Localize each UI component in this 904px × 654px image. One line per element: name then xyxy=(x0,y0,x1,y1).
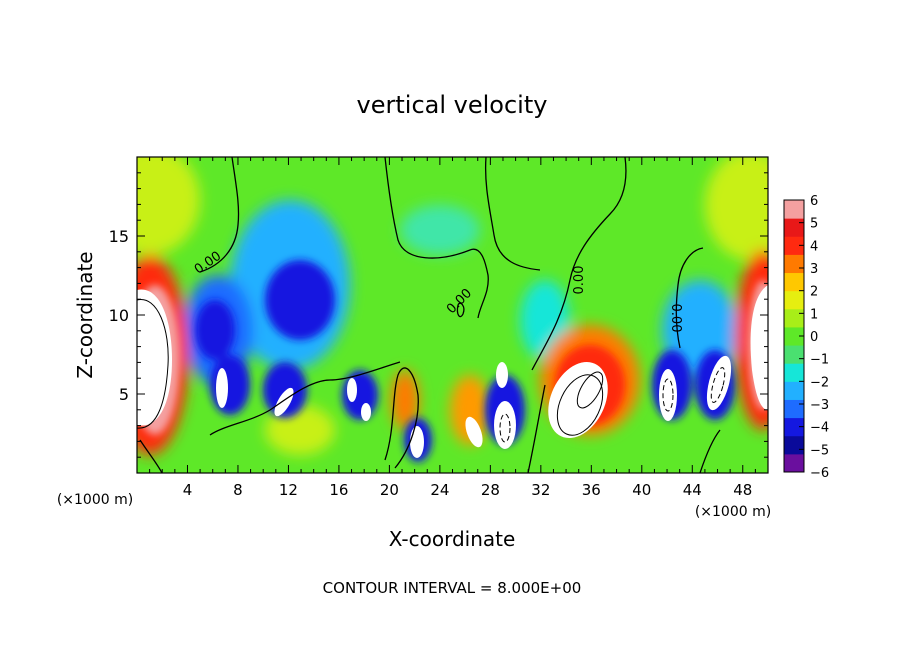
colorbar-tick-label: −6 xyxy=(810,466,829,481)
colorbar-tick-label: 3 xyxy=(810,262,818,277)
colorbar-segment xyxy=(784,272,804,292)
zero-contour-island xyxy=(456,302,465,318)
colorbar-segment xyxy=(784,381,804,400)
field-cyan-upper-mid xyxy=(400,205,480,255)
zero-contour-lower-mid xyxy=(209,361,401,436)
core-dark-blue-1 xyxy=(265,260,335,340)
velocity-extremes xyxy=(137,285,768,458)
y-tick-label: 10 xyxy=(109,306,129,325)
contour-label-3: 0.00 xyxy=(572,266,587,295)
field-yellow-top-left xyxy=(137,157,200,255)
x-tick-label: 28 xyxy=(481,481,500,499)
colorbar-segment xyxy=(784,345,804,364)
extreme-core-2 xyxy=(274,387,294,417)
x-tick-label: 44 xyxy=(683,481,702,499)
colorbar-segment xyxy=(784,326,804,346)
zero-contour-lower-center xyxy=(527,384,546,473)
pos-contour-1 xyxy=(556,374,604,436)
extreme-core-4 xyxy=(361,403,371,421)
colorbar-segment xyxy=(784,236,804,255)
y-tick-label: 5 xyxy=(119,385,129,404)
x-unit-label-left: (×1000 m) xyxy=(57,492,133,508)
core-dark-blue-2 xyxy=(195,300,235,360)
extreme-core-11 xyxy=(706,355,732,411)
x-tick-label: 12 xyxy=(279,481,298,499)
colorbar-tick-label: 1 xyxy=(810,307,818,322)
zero-contour-left xyxy=(199,157,240,273)
zero-contour-mid-left xyxy=(384,157,489,319)
zero-contour-lines xyxy=(139,157,721,473)
extreme-right-edge xyxy=(750,285,768,410)
x-axis-label: X-coordinate xyxy=(389,527,516,551)
colorbar-tick-label: 5 xyxy=(810,217,818,232)
extreme-core-5 xyxy=(410,426,424,458)
extreme-core-10 xyxy=(659,369,677,421)
zero-contour-lower-loop xyxy=(384,367,419,469)
colorbar: 6 5 4 3 2 1 0 −1 −2 −3 −4 −5 −6 xyxy=(783,194,829,481)
neg-contour-1 xyxy=(662,378,674,412)
colorbar-segment xyxy=(784,308,804,328)
colorbar-segment xyxy=(784,218,804,237)
x-tick-label: 16 xyxy=(329,481,348,499)
zero-contour-mid xyxy=(484,157,541,271)
x-tick-label: 36 xyxy=(582,481,601,499)
field-orange-low1 xyxy=(391,370,419,430)
colorbar-tick-label: 6 xyxy=(810,194,818,209)
contour-interval-note: CONTOUR INTERVAL = 8.000E+00 xyxy=(323,579,582,597)
colorbar-segment xyxy=(784,399,804,419)
neg-contour-2 xyxy=(710,367,726,403)
x-tick-label: 24 xyxy=(430,481,449,499)
y-axis-label: Z-coordinate xyxy=(73,251,97,378)
colorbar-tick-label: −4 xyxy=(810,421,829,436)
pos-contour-2 xyxy=(576,371,604,409)
x-axis: 4 8 12 16 20 24 28 32 36 40 44 48 xyxy=(149,157,756,499)
x-tick-label: 8 xyxy=(233,481,243,499)
pos-contour-left-edge xyxy=(137,299,169,429)
extreme-core-9 xyxy=(548,361,608,439)
colorbar-segment xyxy=(784,435,804,455)
colorbar-tick-label: −2 xyxy=(810,375,829,390)
core-dark-blue-3 xyxy=(210,355,250,415)
colorbar-segment xyxy=(784,254,804,274)
negative-contours xyxy=(499,367,726,443)
extreme-core-6 xyxy=(465,416,483,448)
x-tick-label: 32 xyxy=(531,481,550,499)
chart-title: vertical velocity xyxy=(357,91,548,119)
x-tick-label: 48 xyxy=(733,481,752,499)
extreme-core-1 xyxy=(216,368,228,408)
zero-contour-lower-right xyxy=(699,429,721,473)
zero-contour-lower-left xyxy=(139,439,163,473)
field-yellow-top-right xyxy=(705,157,768,260)
zero-contour-center xyxy=(531,157,627,371)
colorbar-segment xyxy=(784,417,804,437)
colorbar-segment xyxy=(784,453,804,473)
colorbar-tick-label: 2 xyxy=(810,285,818,300)
x-tick-label: 4 xyxy=(183,481,193,499)
colorbar-tick-label: −3 xyxy=(810,398,829,413)
neg-contour-3 xyxy=(499,413,511,443)
plot-area: 0.00 0.00 0.00 0.00 xyxy=(137,157,768,473)
core-dark-blue-4 xyxy=(263,362,307,418)
extreme-core-3 xyxy=(347,378,357,402)
x-unit-label-right: (×1000 m) xyxy=(695,504,771,520)
colorbar-tick-label: −1 xyxy=(810,353,829,368)
zero-contour-right xyxy=(675,247,704,349)
x-tick-label: 40 xyxy=(632,481,651,499)
contour-label-4: 0.00 xyxy=(668,304,683,333)
extreme-core-8 xyxy=(494,401,516,449)
colorbar-segment xyxy=(784,363,804,382)
colorbar-tick-label: 0 xyxy=(810,330,818,345)
y-tick-label: 15 xyxy=(109,227,129,246)
y-axis: 5 10 15 xyxy=(109,172,768,458)
positive-contours xyxy=(137,299,604,436)
x-tick-label: 20 xyxy=(380,481,399,499)
field-orange-low2 xyxy=(450,375,490,445)
colorbar-tick-label: −5 xyxy=(810,443,829,458)
extreme-core-7 xyxy=(496,362,508,388)
colorbar-segment xyxy=(784,200,804,219)
colorbar-segment xyxy=(784,290,804,310)
colorbar-tick-label: 4 xyxy=(810,239,818,254)
